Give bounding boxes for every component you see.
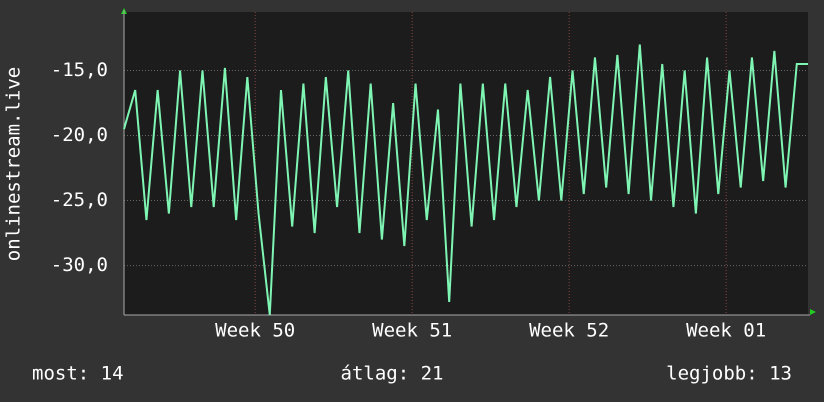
y-tick-label: -20,0: [51, 124, 108, 146]
x-tick-label: Week 50: [215, 320, 295, 342]
footer-best: legjobb: 13: [666, 363, 792, 385]
y-tick-label: -15,0: [51, 59, 108, 81]
axis-arrow: [810, 309, 816, 315]
data-line: [123, 44, 808, 316]
x-tick-label: Week 51: [372, 320, 452, 342]
footer-average: átlag: 21: [341, 363, 444, 385]
x-tick-label: Week 52: [529, 320, 609, 342]
y-axis-title: onlinestream.live: [3, 67, 25, 261]
y-tick-label: -30,0: [51, 254, 108, 276]
x-tick-label: Week 01: [686, 320, 766, 342]
y-tick-label: -25,0: [51, 189, 108, 211]
footer-current: most: 14: [32, 363, 124, 385]
